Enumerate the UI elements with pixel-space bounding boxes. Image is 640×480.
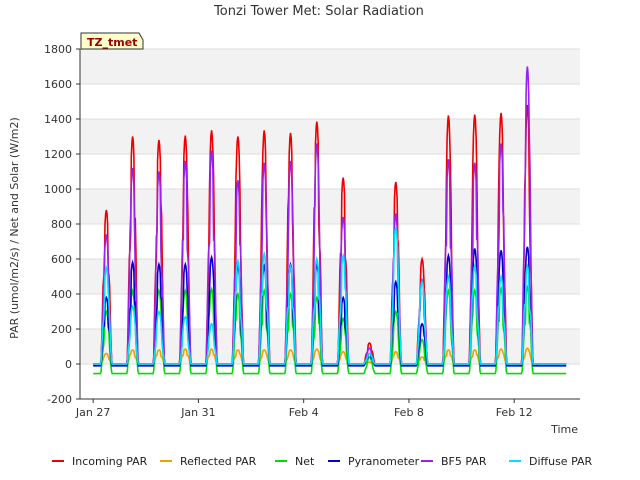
y-tick-label: 600	[51, 253, 72, 266]
y-tick-label: 1800	[44, 43, 72, 56]
series-line-pyranometer	[93, 246, 567, 367]
x-tick-label: Jan 31	[180, 406, 215, 419]
y-tick-label: 800	[51, 218, 72, 231]
site-badge: TZ_tmet	[80, 32, 144, 50]
legend-label: Net	[295, 455, 315, 468]
chart-title: Tonzi Tower Met: Solar Radiation	[213, 4, 424, 19]
series-line-net	[93, 284, 567, 375]
y-tick-label: 0	[65, 358, 72, 371]
badge-label: TZ_tmet	[87, 36, 137, 49]
x-tick-label: Feb 4	[289, 406, 319, 419]
legend-label: Reflected PAR	[180, 455, 257, 468]
y-tick-label: 1400	[44, 113, 72, 126]
x-tick-label: Jan 27	[75, 406, 110, 419]
series-line-diffuse-par	[93, 227, 567, 365]
x-tick-label: Feb 8	[394, 406, 424, 419]
legend-label: Incoming PAR	[72, 455, 148, 468]
x-tick-label: Feb 12	[496, 406, 533, 419]
legend-label: BF5 PAR	[441, 455, 487, 468]
y-axis-title: PAR (umol/m2/s) / Net and Solar (W/m2)	[8, 117, 21, 339]
y-tick-label: 200	[51, 323, 72, 336]
y-tick-label: 1600	[44, 78, 72, 91]
axes-layer: -200 0 200 400 600 800 1000 1200 1400 1600 1800 Jan…	[44, 43, 580, 419]
legend-label: Diffuse PAR	[529, 455, 593, 468]
legend-label: Pyranometer	[348, 455, 420, 468]
series-layer	[93, 66, 567, 375]
x-axis-title: Time	[550, 423, 578, 436]
grid-band	[80, 189, 580, 224]
y-tick-label: 400	[51, 288, 72, 301]
grid-band	[80, 49, 580, 84]
y-tick-label: 1200	[44, 148, 72, 161]
y-tick-label: 1000	[44, 183, 72, 196]
grid-band	[80, 119, 580, 154]
y-tick-label: -200	[47, 393, 72, 406]
legend: Incoming PAR Reflected PAR Net Pyranometer B…	[52, 455, 593, 468]
badge-box	[80, 32, 144, 50]
